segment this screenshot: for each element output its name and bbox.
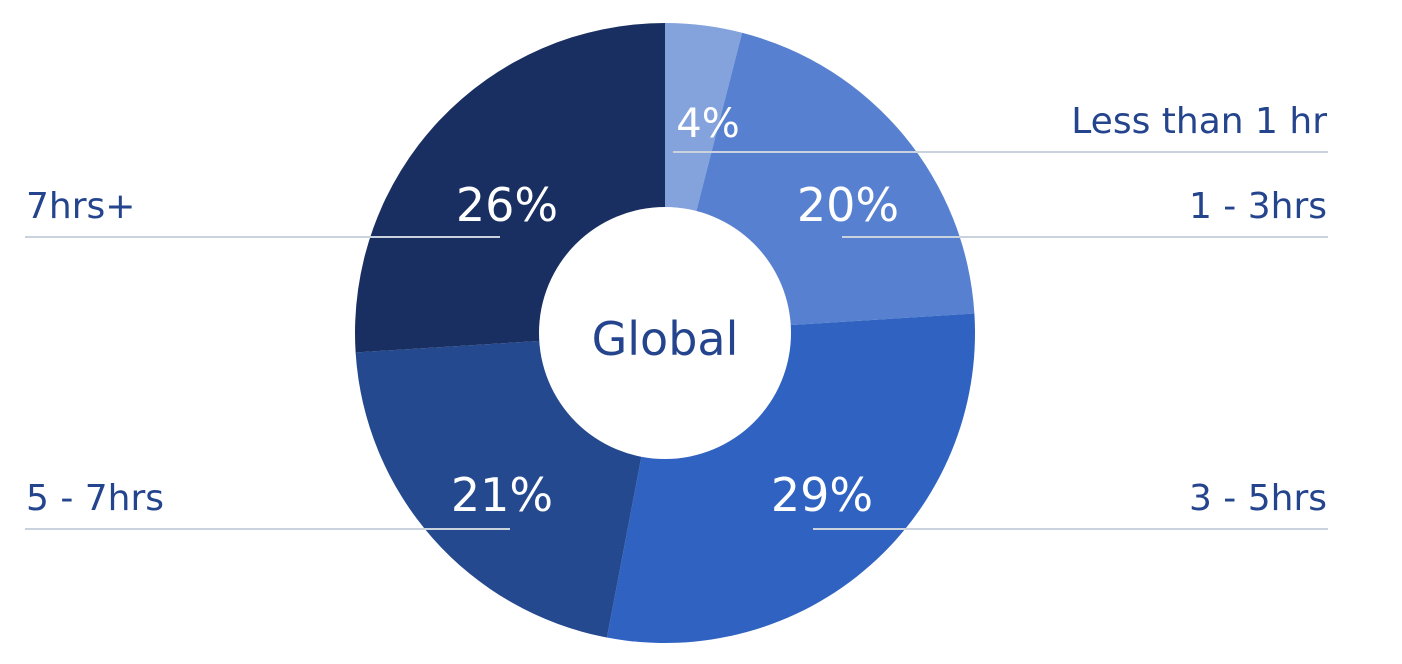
slice-value-labels: 4% 20% 29% 21% 26% [451,101,899,522]
slice-value-label-5-7hrs: 21% [451,468,553,522]
category-label-3-5hrs: 3 - 5hrs [1189,478,1327,519]
slice-value-label-less-than-1-hr: 4% [676,101,739,147]
center-label: Global [592,312,739,366]
leader-lines [25,151,1328,530]
slice-value-label-1-3hrs: 20% [797,178,899,232]
slice-value-label-7hrs: 26% [456,178,558,232]
category-labels: Less than 1 hr 1 - 3hrs 3 - 5hrs 5 - 7hrs 7h… [26,101,1327,519]
category-label-5-7hrs: 5 - 7hrs [26,478,164,519]
category-label-less-than-1-hr: Less than 1 hr [1071,101,1327,142]
category-label-7hrs: 7hrs+ [26,186,135,227]
category-label-1-3hrs: 1 - 3hrs [1189,186,1327,227]
slice-value-label-3-5hrs: 29% [771,468,873,522]
donut-hole [539,207,791,459]
